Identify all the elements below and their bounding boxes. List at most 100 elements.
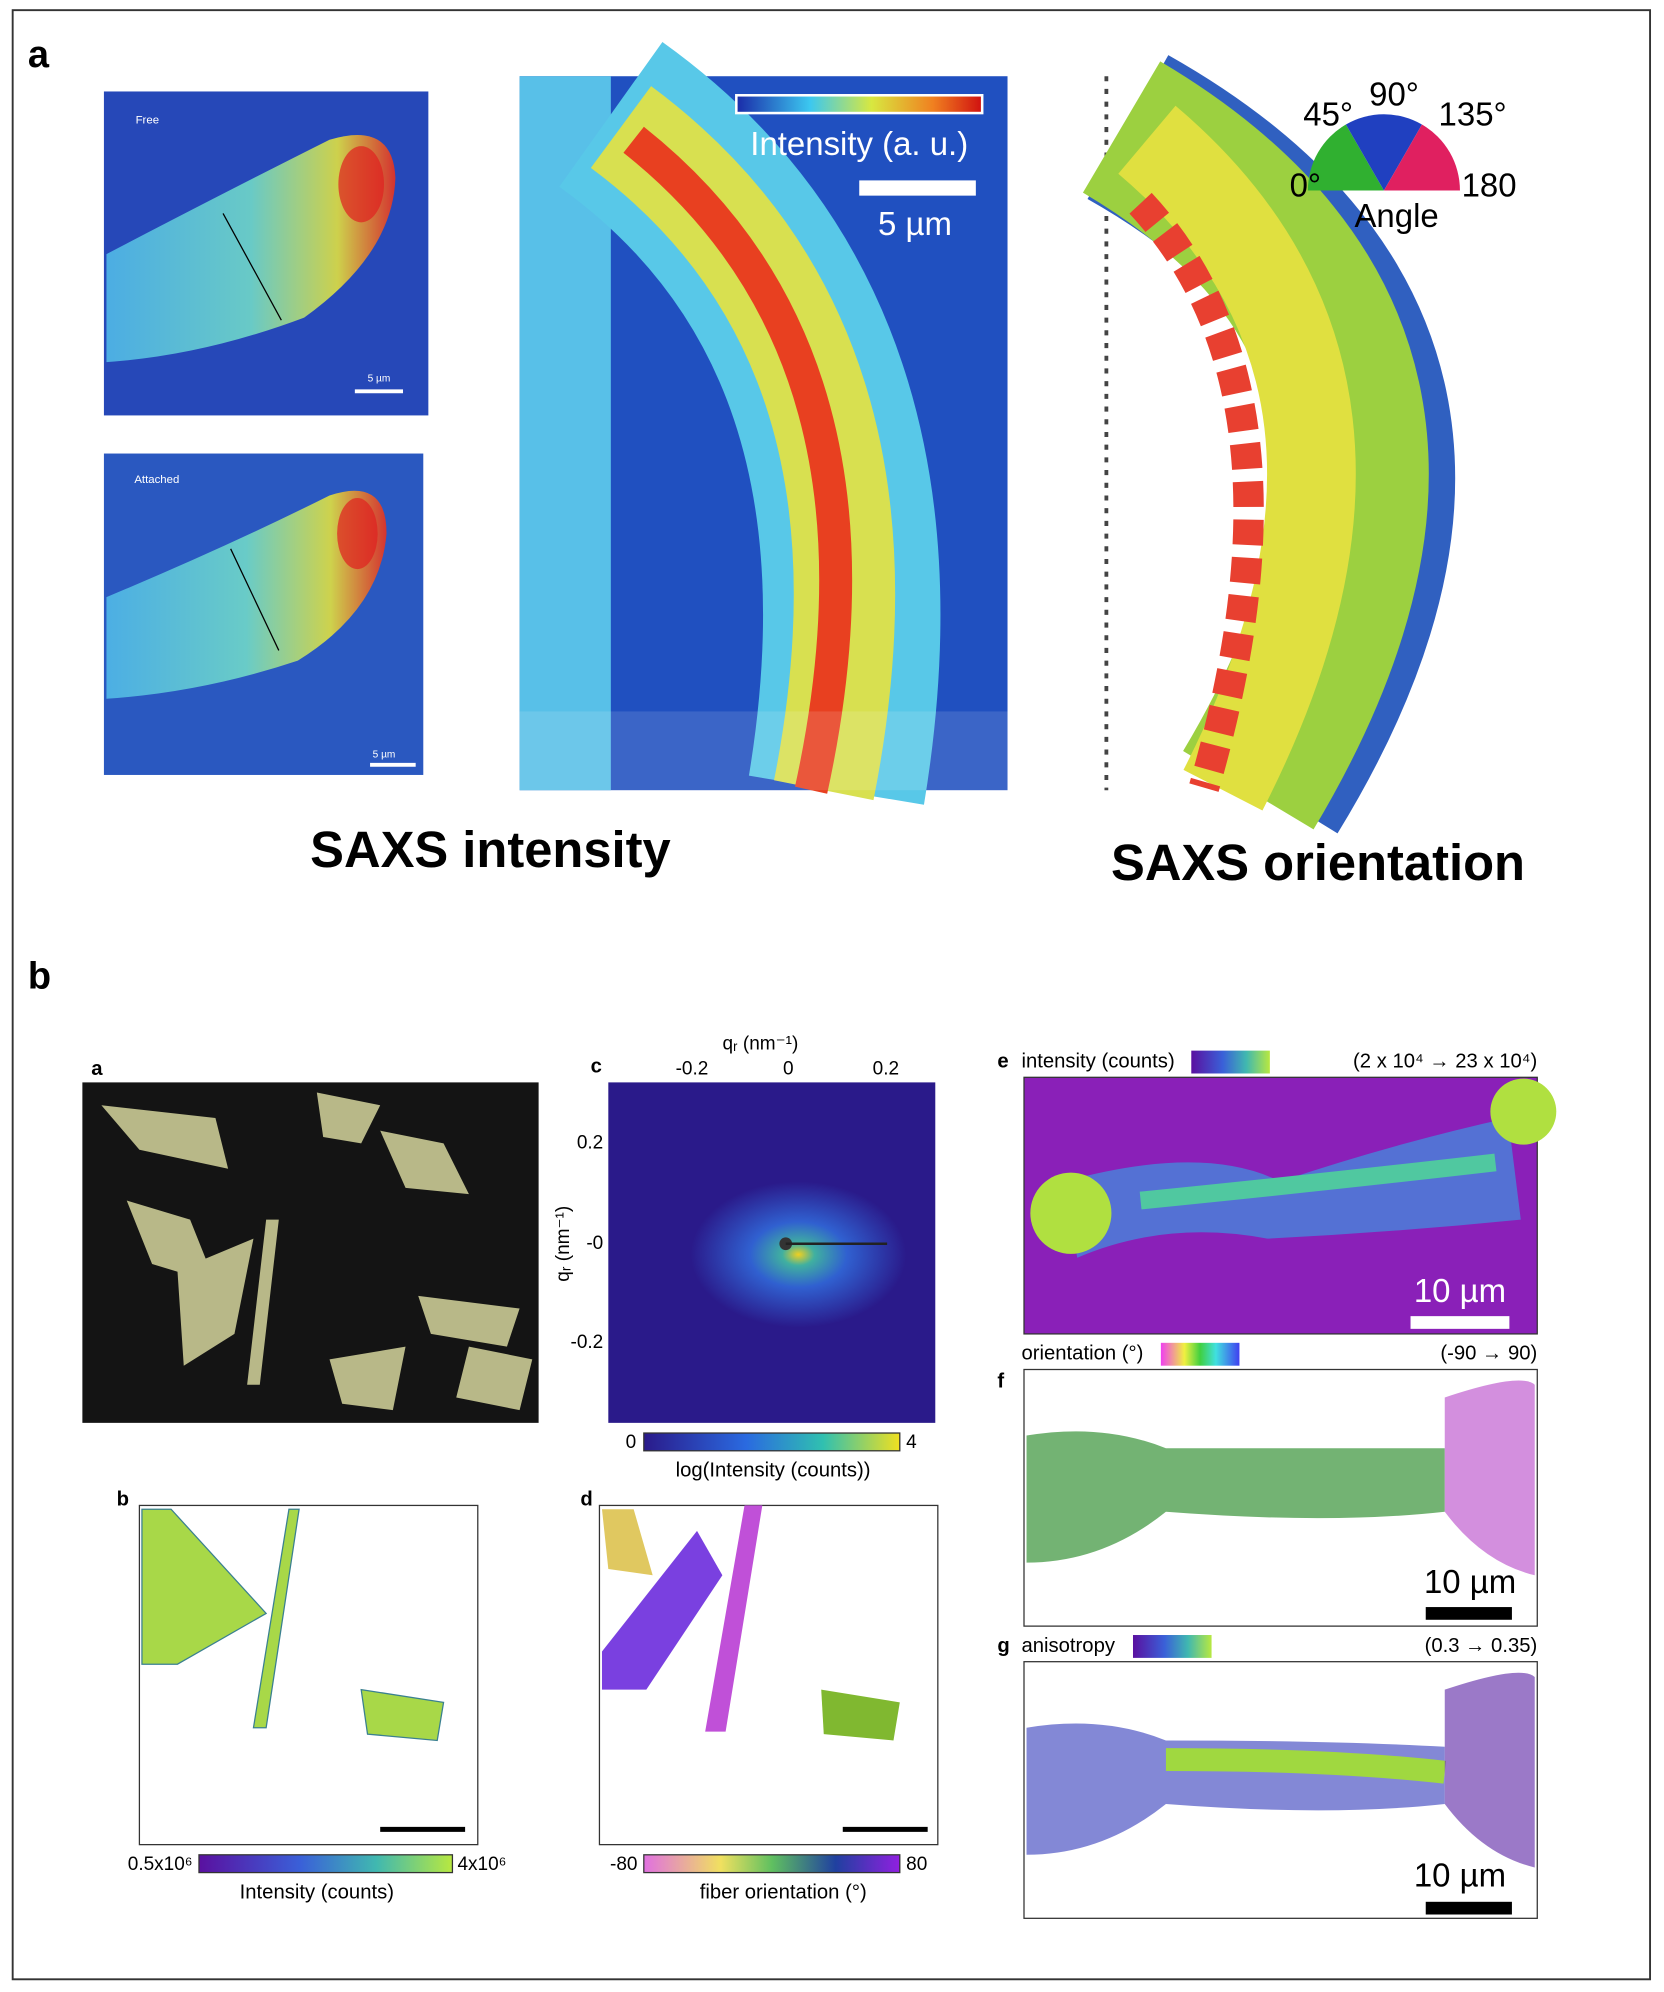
cbar-label: fiber orientation (°) xyxy=(700,1881,867,1903)
map-range: (0.3 → 0.35) xyxy=(1425,1635,1538,1657)
map-title: orientation (°) xyxy=(1021,1343,1143,1365)
cell xyxy=(1444,1380,1535,1576)
colorbar-label: Intensity (a. u.) xyxy=(750,125,968,162)
arc-yellow xyxy=(1118,105,1356,811)
cell xyxy=(1026,1431,1445,1563)
micrograph xyxy=(82,1082,539,1423)
cbar-max: 4x10⁶ xyxy=(458,1854,507,1875)
fiber xyxy=(601,1530,723,1690)
map-title: anisotropy xyxy=(1021,1635,1115,1657)
wheel-label: 45° xyxy=(1303,96,1353,133)
scale-label: 5 µm xyxy=(878,205,952,242)
map-title: intensity (counts) xyxy=(1021,1050,1174,1072)
x-tick: 0.2 xyxy=(873,1059,899,1080)
wheel-label: 0° xyxy=(1290,167,1322,204)
scale-label: 10 µm xyxy=(1424,1563,1516,1600)
cell-core xyxy=(1165,1748,1447,1784)
fiber xyxy=(601,1509,653,1576)
y-tick: -0 xyxy=(586,1233,603,1254)
wheel-wedge xyxy=(1345,114,1422,191)
arc-red xyxy=(1129,192,1264,792)
image-title: Attached xyxy=(134,474,179,486)
detector xyxy=(690,1181,907,1328)
overlay xyxy=(519,711,1008,791)
colorbar xyxy=(735,94,984,115)
subpanel-label: d xyxy=(580,1489,592,1511)
x-tick: 0 xyxy=(783,1059,794,1080)
wheel-label: 90° xyxy=(1369,75,1419,112)
scale-bar xyxy=(1410,1316,1510,1329)
cell-shape xyxy=(106,134,396,363)
subpanel-label: c xyxy=(591,1055,602,1077)
y-tick: 0.2 xyxy=(577,1132,603,1153)
frame xyxy=(11,9,1652,1981)
free-image: Free 5 µm xyxy=(103,91,429,416)
scale-bar xyxy=(1425,1901,1512,1915)
fiber xyxy=(821,1689,900,1741)
subpanel-label: a xyxy=(91,1058,103,1080)
scale-bar xyxy=(1425,1607,1512,1620)
cbar-min: 0.5x10⁶ xyxy=(128,1854,193,1875)
cbar-min: 0 xyxy=(626,1432,637,1453)
colorbar xyxy=(1132,1635,1212,1658)
caption: SAXS intensity xyxy=(310,821,671,878)
colorbar xyxy=(643,1432,901,1452)
scale-label: 5 µm xyxy=(373,749,396,760)
colorbar xyxy=(643,1854,901,1874)
y-tick: -0.2 xyxy=(571,1332,604,1353)
wheel-label: 135° xyxy=(1439,96,1507,133)
cbar-label: log(Intensity (counts)) xyxy=(676,1459,871,1481)
panel-label: b xyxy=(28,955,51,997)
nucleus xyxy=(1030,1172,1112,1254)
x-label: qᵣ (nm⁻¹) xyxy=(723,1033,799,1054)
colorbar xyxy=(1160,1342,1240,1366)
orientation-map: 45° 90° 135° 0° 180 Angle xyxy=(1082,55,1517,834)
scale-bar xyxy=(859,180,976,196)
hotspot xyxy=(338,146,384,223)
image-title: Free xyxy=(136,115,159,127)
cell-core xyxy=(1139,1153,1497,1210)
attached-image: Attached 5 µm xyxy=(103,453,424,775)
map-range: (2 x 10⁴ → 23 x 10⁴) xyxy=(1353,1050,1537,1072)
measure-line xyxy=(222,213,282,321)
intensity-map-b: 0.5x10⁶ 4x10⁶ Intensity (counts) xyxy=(128,1504,507,1903)
fiber xyxy=(705,1505,763,1732)
scale-label: 10 µm xyxy=(1414,1856,1506,1893)
caption: SAXS orientation xyxy=(1111,834,1525,891)
hotspot xyxy=(337,498,378,570)
colorbar xyxy=(1191,1050,1270,1074)
wheel-wedge xyxy=(1383,124,1460,191)
map-f: f orientation (°) (-90 → 90) 10 µm xyxy=(997,1342,1538,1627)
subpanel-label: b xyxy=(117,1489,129,1511)
subpanel-label: f xyxy=(997,1371,1004,1393)
cbar-label: Intensity (counts) xyxy=(240,1881,394,1903)
cbar-max: 4 xyxy=(906,1432,917,1453)
cbar-max: 80 xyxy=(906,1854,927,1875)
orientation-map-b: -80 80 fiber orientation (°) xyxy=(598,1504,939,1903)
fibers xyxy=(141,1508,445,1742)
nucleus xyxy=(1490,1078,1557,1145)
cell xyxy=(1444,1672,1535,1868)
measure-line xyxy=(230,548,280,651)
cell-shape xyxy=(106,490,387,699)
x-tick: -0.2 xyxy=(676,1059,709,1080)
map-e: e intensity (counts) (2 x 10⁴ → 23 x 10⁴… xyxy=(997,1050,1557,1335)
fibers xyxy=(101,1092,533,1411)
colorbar xyxy=(198,1854,454,1874)
map-range: (-90 → 90) xyxy=(1440,1343,1537,1365)
wheel-label: 180 xyxy=(1462,167,1517,204)
scale-label: 10 µm xyxy=(1414,1272,1506,1309)
wheel-wedge xyxy=(1307,124,1384,191)
panel-label: a xyxy=(28,34,50,76)
intensity-map: Intensity (a. u.) 5 µm xyxy=(519,42,1008,805)
arc-core xyxy=(623,126,853,794)
map-g: g anisotropy (0.3 → 0.35) 10 µm xyxy=(997,1635,1538,1919)
scale-label: 5 µm xyxy=(368,373,391,384)
saxs-pattern: qᵣ (nm⁻¹) -0.2 0 0.2 0.2 -0 -0.2 qᵣ (nm⁻… xyxy=(553,1033,936,1482)
wheel-title: Angle xyxy=(1354,197,1438,234)
y-label: qᵣ (nm⁻¹) xyxy=(553,1206,574,1282)
subpanel-label: g xyxy=(997,1635,1009,1657)
